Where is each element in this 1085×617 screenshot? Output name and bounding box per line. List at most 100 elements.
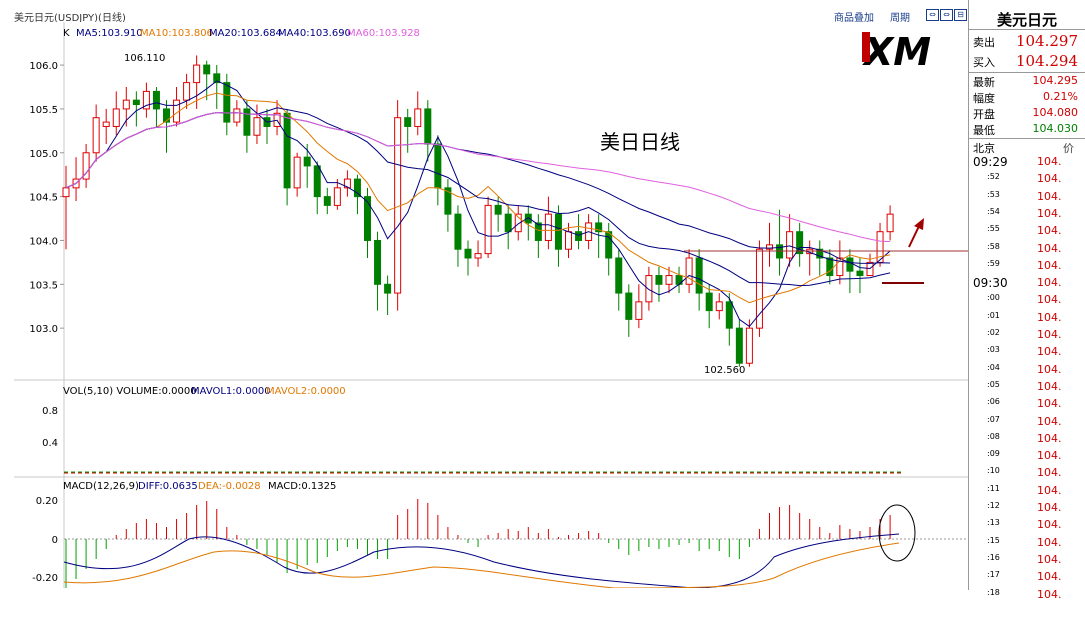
stat-label: 幅度 bbox=[973, 92, 995, 105]
candle-body bbox=[132, 99, 140, 106]
candle-body bbox=[303, 156, 311, 167]
macd-histogram bbox=[65, 499, 891, 588]
candle-body bbox=[484, 204, 492, 255]
candle-body bbox=[424, 108, 432, 145]
candle-body bbox=[635, 301, 643, 320]
tick-price: 104. bbox=[1037, 431, 1062, 445]
candle-body bbox=[193, 64, 201, 84]
tick-time: :12 bbox=[987, 501, 1000, 510]
tick-time: :07 bbox=[987, 414, 1000, 424]
tick-list[interactable]: 09:29 104.:52 104.:53 104.:54 104.:55 104.:58… bbox=[969, 155, 1085, 601]
quote-title: 美元日元 bbox=[997, 11, 1058, 29]
tick-time: 09:30 bbox=[973, 276, 1008, 291]
tick-time: :15 bbox=[987, 535, 1000, 545]
candle-body bbox=[494, 204, 502, 215]
macd-tick: 0.20 bbox=[36, 496, 58, 507]
candle-body bbox=[786, 231, 794, 259]
tick-time: :13 bbox=[987, 518, 1000, 528]
candle-body bbox=[333, 187, 341, 206]
ma60-label: MA60:103.928 bbox=[347, 28, 420, 39]
candle-body bbox=[524, 213, 532, 224]
candle-body bbox=[163, 108, 170, 123]
candle-body bbox=[856, 270, 864, 277]
candle-body bbox=[735, 327, 743, 364]
tick-price: 104. bbox=[1037, 155, 1062, 168]
candle-body bbox=[544, 213, 552, 241]
tick-time: :59 bbox=[987, 258, 1000, 268]
tick-price: 104. bbox=[1037, 501, 1062, 514]
tick-price: 104. bbox=[1037, 587, 1062, 601]
ticks-time-header: 北京 bbox=[973, 142, 995, 155]
candle-body bbox=[886, 213, 894, 233]
tick-time: :16 bbox=[987, 552, 1000, 562]
sell-label: 卖出 bbox=[973, 36, 995, 49]
stat-value: 104.080 bbox=[1032, 106, 1079, 119]
chart-area[interactable]: 106.0 105.5 105.0 104.5 104.0 103.5 103.0 K MA… bbox=[14, 22, 968, 588]
candle-body bbox=[183, 82, 191, 101]
candle-body bbox=[364, 196, 371, 241]
candle-body bbox=[766, 244, 773, 250]
price-tick-label: 105.0 bbox=[29, 149, 58, 160]
tick-price: 104. bbox=[1037, 518, 1062, 532]
candle-body bbox=[474, 253, 482, 259]
scroll-right-icon[interactable]: ⇔ bbox=[940, 9, 953, 21]
macd-diff-line bbox=[63, 533, 900, 588]
tick-time: :05 bbox=[987, 379, 1000, 389]
macd-highlight-circle[interactable] bbox=[878, 504, 916, 562]
tick-price: 104. bbox=[1037, 414, 1062, 428]
ticks-price-header: 价 bbox=[1063, 142, 1074, 155]
macd-tick: -0.20 bbox=[32, 573, 58, 584]
macd-value: MACD:0.1325 bbox=[268, 481, 336, 492]
stat-value: 104.295 bbox=[1032, 74, 1079, 87]
tick-time: :58 bbox=[987, 241, 1000, 251]
candle-body bbox=[595, 222, 603, 233]
candle-body bbox=[575, 231, 583, 241]
candle-body bbox=[534, 222, 542, 241]
stat-value: 0.21% bbox=[1043, 90, 1078, 103]
ma60-line bbox=[65, 111, 891, 243]
ma20-label: MA20:103.684 bbox=[209, 28, 282, 39]
stat-label: 最低 bbox=[973, 124, 995, 137]
high-annotation: 106.110 bbox=[124, 53, 165, 64]
tick-price: 104. bbox=[1037, 310, 1062, 324]
macd-tick: 0 bbox=[52, 535, 58, 546]
tick-time: :11 bbox=[987, 483, 1000, 493]
tick-time: :09 bbox=[987, 449, 1000, 459]
candle-body bbox=[655, 275, 663, 285]
candle-body bbox=[816, 248, 824, 259]
candle-body bbox=[625, 292, 633, 320]
buy-label: 买入 bbox=[973, 56, 995, 69]
tick-time: :06 bbox=[987, 397, 1000, 407]
candle-body bbox=[434, 143, 442, 189]
sell-price[interactable]: 104.297 bbox=[1015, 32, 1078, 50]
candle-body bbox=[705, 292, 713, 312]
price-axis: 106.0 105.5 105.0 104.5 104.0 103.5 103.0 bbox=[29, 61, 64, 335]
candle-body bbox=[323, 196, 331, 206]
window-toggle-icon[interactable]: ⊟ bbox=[954, 9, 967, 21]
candle-body bbox=[122, 99, 130, 110]
macd-dea: DEA:-0.0028 bbox=[198, 481, 261, 492]
tick-price: 104. bbox=[1037, 362, 1062, 376]
tick-price: 104. bbox=[1037, 189, 1062, 203]
candle-body bbox=[353, 178, 361, 198]
candle-body bbox=[715, 301, 723, 312]
price-tick-label: 106.0 bbox=[29, 61, 58, 72]
chart-overlay-caption: 美日日线 bbox=[600, 130, 680, 154]
candle-body bbox=[454, 213, 462, 250]
period-link[interactable]: 周期 bbox=[890, 13, 910, 24]
tick-time: :01 bbox=[987, 310, 1000, 320]
tick-price: 104. bbox=[1037, 293, 1062, 307]
overlay-instrument-link[interactable]: 商品叠加 bbox=[834, 13, 874, 24]
tick-price: 104. bbox=[1037, 483, 1062, 497]
candle-body bbox=[293, 156, 301, 189]
buy-price[interactable]: 104.294 bbox=[1015, 52, 1078, 70]
tick-time: :04 bbox=[987, 362, 1000, 372]
ma10-label: MA10:103.806 bbox=[140, 28, 213, 39]
volume-tick: 0.4 bbox=[42, 438, 58, 449]
candle-body bbox=[233, 108, 241, 123]
scroll-left-icon[interactable]: ⇔ bbox=[926, 9, 939, 21]
ma-prefix: K bbox=[63, 28, 70, 39]
candle-body bbox=[142, 90, 150, 110]
candle-body bbox=[92, 117, 100, 154]
chart-header-bar bbox=[0, 0, 968, 22]
